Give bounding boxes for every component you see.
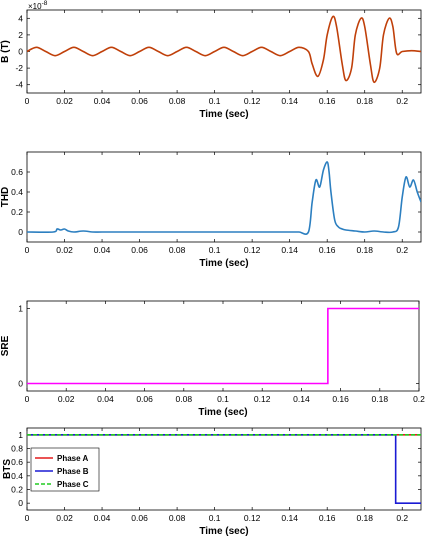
plot-frame <box>26 300 420 392</box>
x-tick-label: 0.1 <box>209 245 221 255</box>
y-exponent-power: -8 <box>42 0 48 7</box>
x-tick-label: 0.02 <box>58 394 75 404</box>
x-tick-label: 0.12 <box>244 245 261 255</box>
plot-frame <box>26 427 422 511</box>
series-line-phase-b <box>27 434 421 504</box>
x-tick-label: 0.12 <box>254 394 271 404</box>
x-tick-label: 0 <box>25 245 30 255</box>
legend: Phase A Phase B Phase C <box>30 447 100 492</box>
x-tick-label: 0.08 <box>169 96 186 106</box>
legend-label: Phase A <box>57 454 88 463</box>
x-tick-label: 0.14 <box>281 513 298 523</box>
x-tick-label: 0.04 <box>94 513 111 523</box>
x-tick-label: 0.18 <box>356 245 373 255</box>
series-line-1 <box>27 15 421 84</box>
x-axis-label: Time (sec) <box>199 526 248 537</box>
chart-panel-2: 0 0.02 0.04 0.06 0.08 0.1 0.12 0.14 0.16 0.18 0.2 0… <box>0 151 422 269</box>
x-tick-label: 0.02 <box>56 96 73 106</box>
x-tick-label: 0.06 <box>131 513 148 523</box>
x-tick-label: 0.04 <box>94 96 111 106</box>
x-tick-label: 0.1 <box>209 96 221 106</box>
y-tick-label: 0.2 <box>11 485 23 495</box>
x-tick-label: 0.14 <box>281 96 298 106</box>
x-tick-label: 0.1 <box>209 513 221 523</box>
plot-frame <box>26 151 422 243</box>
x-tick-label: 0 <box>25 513 30 523</box>
x-tick-label: 0.2 <box>396 245 408 255</box>
chart-panel-1: 0 0.02 0.04 0.06 0.08 0.1 0.12 0.14 0.16 0.18 0.2 -… <box>0 0 422 120</box>
y-tick-label: 0 <box>18 379 23 389</box>
plot-frame <box>26 9 422 94</box>
x-axis-label: Time (sec) <box>198 407 247 418</box>
x-tick-label: 0.02 <box>56 513 73 523</box>
y-tick-label: -2 <box>15 63 23 73</box>
x-tick-label: 0.06 <box>131 96 148 106</box>
x-tick-label: 0.1 <box>217 394 229 404</box>
x-tick-label: 0.14 <box>293 394 310 404</box>
x-tick-label: 0.08 <box>169 245 186 255</box>
y-axis-label: BTS <box>2 459 13 479</box>
x-tick-label: 0.18 <box>356 513 373 523</box>
chart-panel-4: 0 0.02 0.04 0.06 0.08 0.1 0.12 0.14 0.16 0.18 0.2 0… <box>2 427 422 537</box>
y-exponent-label: ×10-8 <box>28 0 48 11</box>
y-tick-label: 0 <box>18 47 23 57</box>
y-tick-label: 0.4 <box>11 471 23 481</box>
y-tick-label: 0 <box>18 498 23 508</box>
x-tick-label: 0.2 <box>413 394 425 404</box>
x-tick-label: 0.12 <box>244 96 261 106</box>
y-tick-label: 1 <box>18 430 23 440</box>
x-tick-label: 0.16 <box>332 394 349 404</box>
x-tick-label: 0.06 <box>131 245 148 255</box>
x-tick-label: 0.08 <box>169 513 186 523</box>
x-tick-label: 0.18 <box>356 96 373 106</box>
y-axis-label: B (T) <box>0 40 11 63</box>
x-axis-label: Time (sec) <box>199 109 248 120</box>
x-tick-label: 0.2 <box>396 513 408 523</box>
legend-label: Phase B <box>57 467 89 476</box>
y-tick-label: -4 <box>15 80 23 90</box>
legend-label: Phase C <box>57 480 89 489</box>
y-tick-label: 4 <box>18 13 23 23</box>
y-tick-label: 0 <box>18 227 23 237</box>
y-tick-label: 1 <box>18 304 23 314</box>
chart-panel-3: 0 0.02 0.04 0.06 0.08 0.1 0.12 0.14 0.16 0.18 0.2 0… <box>0 300 425 418</box>
x-tick-label: 0 <box>25 394 30 404</box>
x-tick-label: 0.12 <box>244 513 261 523</box>
x-tick-label: 0.04 <box>97 394 114 404</box>
series-line-1 <box>27 307 419 385</box>
y-tick-label: 2 <box>18 30 23 40</box>
x-axis-label: Time (sec) <box>199 258 248 269</box>
x-tick-label: 0.16 <box>319 513 336 523</box>
x-tick-label: 0 <box>25 96 30 106</box>
y-tick-label: 0.6 <box>11 457 23 467</box>
x-tick-label: 0.04 <box>94 245 111 255</box>
y-tick-label: 0.4 <box>11 187 23 197</box>
x-tick-label: 0.14 <box>281 245 298 255</box>
y-tick-label: 0.2 <box>11 207 23 217</box>
x-tick-label: 0.06 <box>136 394 153 404</box>
x-tick-label: 0.18 <box>372 394 389 404</box>
x-tick-label: 0.2 <box>396 96 408 106</box>
y-axis-label: THD <box>0 187 11 208</box>
x-tick-label: 0.16 <box>319 245 336 255</box>
y-tick-label: 0.8 <box>11 444 23 454</box>
x-tick-label: 0.08 <box>176 394 193 404</box>
x-tick-label: 0.16 <box>319 96 336 106</box>
y-axis-label: SRE <box>0 335 11 356</box>
y-tick-label: 0.6 <box>11 167 23 177</box>
series-line-1 <box>27 161 421 235</box>
x-tick-label: 0.02 <box>56 245 73 255</box>
